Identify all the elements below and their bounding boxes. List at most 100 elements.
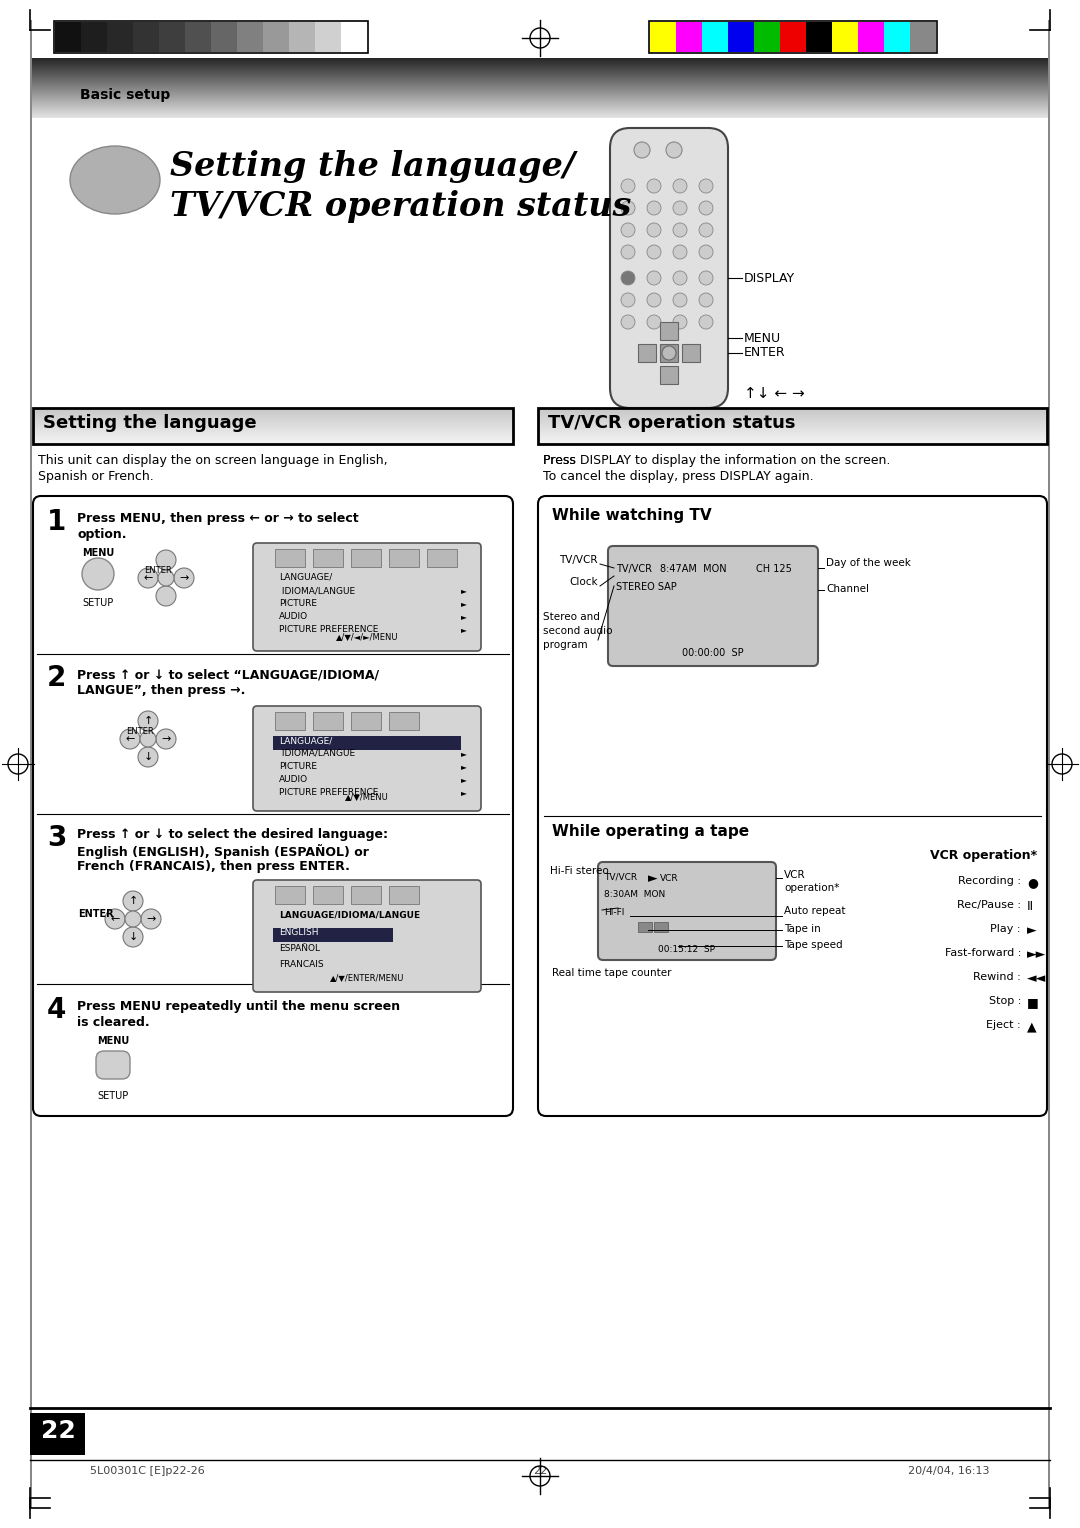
Text: Stop :: Stop :: [988, 996, 1021, 1005]
Text: SETUP: SETUP: [97, 1091, 129, 1102]
Text: 2: 2: [48, 665, 66, 692]
Circle shape: [673, 179, 687, 193]
Circle shape: [174, 568, 194, 588]
Text: Rec/Pause :: Rec/Pause :: [957, 900, 1021, 911]
Circle shape: [699, 202, 713, 215]
Text: ◄◄: ◄◄: [1027, 972, 1047, 986]
Text: ↓: ↓: [144, 752, 152, 762]
Text: Clock: Clock: [569, 578, 598, 587]
Bar: [638, 921, 652, 932]
Circle shape: [120, 729, 140, 749]
FancyBboxPatch shape: [538, 497, 1047, 1115]
Text: Setting the language/: Setting the language/: [170, 150, 576, 183]
Bar: [681, 344, 700, 362]
Text: SETUP: SETUP: [82, 597, 113, 608]
Text: Tape speed: Tape speed: [784, 940, 842, 950]
Bar: [654, 921, 669, 932]
Circle shape: [138, 747, 158, 767]
Text: →: →: [179, 573, 189, 584]
Text: 3: 3: [48, 824, 66, 853]
Text: Play :: Play :: [990, 924, 1021, 934]
Bar: [650, 21, 676, 52]
Circle shape: [141, 909, 161, 929]
Bar: [275, 712, 305, 730]
Text: While watching TV: While watching TV: [552, 507, 712, 523]
Text: 00:00:00  SP: 00:00:00 SP: [683, 648, 744, 659]
Circle shape: [699, 293, 713, 307]
Bar: [313, 886, 343, 905]
FancyBboxPatch shape: [253, 706, 481, 811]
Circle shape: [699, 179, 713, 193]
Text: PICTURE: PICTURE: [279, 762, 318, 772]
Circle shape: [647, 179, 661, 193]
Bar: [389, 886, 419, 905]
Text: PICTURE PREFERENCE: PICTURE PREFERENCE: [279, 625, 378, 634]
Text: MENU: MENU: [97, 1036, 130, 1047]
Text: Stereo and
second audio
program: Stereo and second audio program: [543, 613, 612, 649]
Bar: [237, 21, 264, 52]
Circle shape: [138, 711, 158, 730]
Text: Ⅱ: Ⅱ: [1027, 900, 1034, 914]
Circle shape: [125, 911, 141, 927]
Circle shape: [699, 315, 713, 329]
Bar: [910, 21, 936, 52]
Bar: [649, 21, 937, 53]
Bar: [660, 344, 678, 362]
Circle shape: [105, 909, 125, 929]
Circle shape: [673, 315, 687, 329]
Bar: [638, 344, 656, 362]
Text: TV/VCR: TV/VCR: [616, 564, 652, 575]
Text: MENU: MENU: [82, 549, 114, 558]
Text: LANGUAGE/: LANGUAGE/: [279, 736, 333, 746]
Circle shape: [647, 223, 661, 237]
Circle shape: [156, 729, 176, 749]
Bar: [185, 21, 211, 52]
Circle shape: [666, 142, 681, 157]
Text: →: →: [146, 914, 156, 924]
FancyBboxPatch shape: [608, 545, 818, 666]
Circle shape: [621, 315, 635, 329]
Circle shape: [699, 223, 713, 237]
Text: Press MENU, then press ← or → to select: Press MENU, then press ← or → to select: [77, 512, 359, 526]
Text: Press DISPLAY to display the information on the screen.: Press DISPLAY to display the information…: [543, 454, 890, 468]
Circle shape: [621, 223, 635, 237]
Text: LANGUAGE/: LANGUAGE/: [279, 573, 333, 582]
Circle shape: [673, 270, 687, 286]
Text: Press ↑ or ↓ to select the desired language:: Press ↑ or ↓ to select the desired langu…: [77, 828, 388, 840]
FancyBboxPatch shape: [610, 128, 728, 408]
Text: 22: 22: [41, 1420, 76, 1442]
Bar: [702, 21, 728, 52]
Text: Eject :: Eject :: [986, 1021, 1021, 1030]
Text: 8:30AM  MON: 8:30AM MON: [604, 889, 665, 898]
Circle shape: [673, 202, 687, 215]
Text: ▲/▼/◄/►/MENU: ▲/▼/◄/►/MENU: [336, 633, 399, 642]
Circle shape: [673, 293, 687, 307]
Circle shape: [621, 202, 635, 215]
Text: ►: ►: [461, 613, 467, 620]
Text: TV/VCR operation status: TV/VCR operation status: [548, 414, 796, 432]
Text: Press MENU repeatedly until the menu screen: Press MENU repeatedly until the menu scr…: [77, 999, 400, 1013]
Text: Press ↑ or ↓ to select “LANGUAGE/IDIOMA/: Press ↑ or ↓ to select “LANGUAGE/IDIOMA/: [77, 668, 379, 681]
Bar: [427, 549, 457, 567]
Bar: [780, 21, 806, 52]
Circle shape: [699, 270, 713, 286]
Text: DISPLAY: DISPLAY: [744, 272, 795, 284]
Text: Setting the language: Setting the language: [43, 414, 257, 432]
Text: Channel: Channel: [826, 584, 869, 594]
Text: ENTER: ENTER: [78, 909, 113, 918]
Bar: [389, 549, 419, 567]
Bar: [107, 21, 133, 52]
Bar: [313, 712, 343, 730]
Text: →: →: [161, 733, 171, 744]
FancyBboxPatch shape: [598, 862, 777, 960]
Bar: [264, 21, 289, 52]
Text: IDIOMA/LANGUE: IDIOMA/LANGUE: [279, 587, 355, 594]
Text: CH 125: CH 125: [756, 564, 792, 575]
Bar: [30, 20, 32, 1508]
Text: Fast-forward :: Fast-forward :: [945, 947, 1021, 958]
Text: Tape in: Tape in: [784, 924, 821, 934]
Bar: [885, 21, 910, 52]
Circle shape: [140, 730, 156, 747]
Bar: [676, 21, 702, 52]
Text: ENTER: ENTER: [126, 727, 153, 736]
